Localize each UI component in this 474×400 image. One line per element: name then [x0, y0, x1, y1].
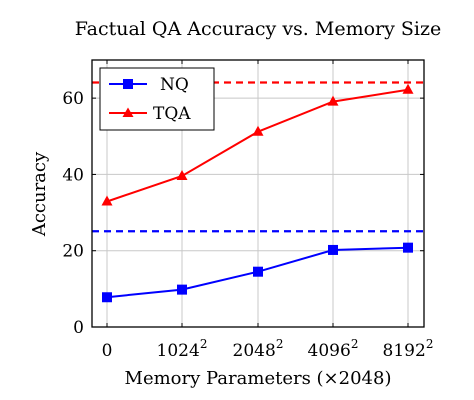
- x-tick-label-1: 10242: [157, 337, 208, 361]
- point-nq-3: [328, 244, 338, 255]
- point-tqa-0: [101, 195, 113, 206]
- legend-label-nq: NQ: [160, 75, 189, 95]
- legend-marker-tqa: [122, 107, 134, 117]
- point-tqa-3: [327, 95, 339, 106]
- y-tick-label-3: 60: [62, 89, 84, 109]
- data-series: [101, 83, 414, 303]
- x-axis-label: Memory Parameters (×2048): [125, 368, 392, 389]
- legend-marker-nq: [123, 79, 133, 89]
- axis-ticks: 0 20 40 60 0 10242 20482 40962 81922: [62, 60, 433, 361]
- x-tick-label-4: 81922: [383, 337, 434, 361]
- x-tick-label-0: 0: [102, 341, 113, 361]
- point-nq-4: [403, 242, 413, 253]
- point-tqa-1: [176, 169, 188, 180]
- x-tick-label-3: 40962: [308, 337, 359, 361]
- point-nq-1: [177, 284, 187, 295]
- y-tick-label-0: 0: [73, 318, 84, 338]
- reference-lines: [92, 81, 424, 233]
- legend-box: [99, 67, 215, 131]
- point-nq-2: [253, 266, 263, 277]
- point-tqa-2: [252, 125, 264, 136]
- y-axis-label: Accuracy: [29, 151, 50, 237]
- y-tick-label-1: 20: [62, 242, 84, 262]
- point-nq-0: [102, 292, 112, 303]
- chart-title: Factual QA Accuracy vs. Memory Size: [75, 18, 442, 40]
- point-tqa-4: [402, 83, 414, 94]
- legend: NQ TQA: [99, 67, 215, 131]
- y-tick-label-2: 40: [62, 165, 84, 185]
- x-tick-label-2: 20482: [233, 337, 284, 361]
- legend-label-tqa: TQA: [153, 104, 191, 124]
